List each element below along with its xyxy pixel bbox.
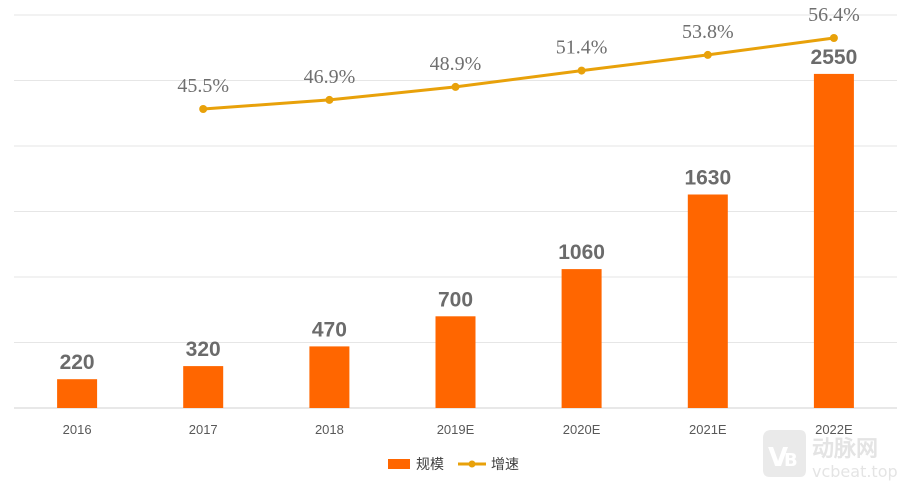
watermark-logo-text: 动脉网 <box>812 437 878 462</box>
bar-value-label: 1630 <box>684 167 731 190</box>
legend-label-line: 增速 <box>491 457 519 473</box>
bar <box>687 194 728 408</box>
x-tick-label: 2016 <box>63 422 92 437</box>
svg-text:V: V <box>768 443 788 473</box>
x-tick-label: 2021E <box>689 422 727 437</box>
rate-labels: 45.5% 46.9% 48.9% 51.4% 53.8% 56.4% <box>177 4 859 97</box>
growth-value-label: 56.4% <box>808 4 860 26</box>
x-tick-label: 2018 <box>315 422 344 437</box>
bar <box>813 73 854 409</box>
watermark-site-text: vcbeat.top <box>812 462 898 481</box>
bar-value-label: 700 <box>438 288 473 311</box>
legend-label-bar: 规模 <box>416 457 444 473</box>
bar <box>309 346 350 408</box>
growth-point <box>325 95 334 104</box>
growth-point <box>829 34 838 42</box>
bar-value-label: 2550 <box>811 46 858 69</box>
bar <box>183 366 224 408</box>
x-tick-label: 2019E <box>437 422 475 437</box>
growth-value-label: 46.9% <box>304 66 356 88</box>
legend-swatch-bar <box>388 459 410 469</box>
gridlines <box>14 14 897 409</box>
legend: 规模 增速 <box>388 457 519 473</box>
vcbeat-logo-icon: V B <box>763 430 806 477</box>
watermark: V B 动脉网 vcbeat.top <box>763 430 898 481</box>
growth-value-label: 51.4% <box>556 37 608 59</box>
bars <box>57 73 854 409</box>
svg-text:B: B <box>784 450 798 471</box>
growth-line-path <box>203 36 835 111</box>
bar-value-label: 470 <box>312 318 347 341</box>
growth-value-label: 48.9% <box>430 53 482 75</box>
legend-swatch-marker <box>468 460 476 468</box>
x-tick-label: 2017 <box>189 422 218 437</box>
bar <box>57 379 98 408</box>
bar-labels: 220 320 470 700 1060 1630 2550 <box>60 46 858 374</box>
growth-point <box>199 105 208 113</box>
growth-point <box>451 82 460 91</box>
bar-value-label: 220 <box>60 351 95 374</box>
bar <box>435 316 476 408</box>
growth-point <box>703 50 712 59</box>
bar-value-label: 320 <box>186 338 221 361</box>
x-tick-label: 2022E <box>815 422 853 437</box>
growth-line <box>199 34 838 113</box>
x-axis-ticks: 2016 2017 2018 2019E 2020E 2021E 2022E <box>63 422 853 437</box>
growth-point <box>577 66 586 75</box>
growth-value-label: 45.5% <box>177 75 229 97</box>
bar-value-label: 1060 <box>558 241 605 264</box>
bar <box>561 269 602 408</box>
growth-value-label: 53.8% <box>682 21 734 43</box>
x-tick-label: 2020E <box>563 422 601 437</box>
